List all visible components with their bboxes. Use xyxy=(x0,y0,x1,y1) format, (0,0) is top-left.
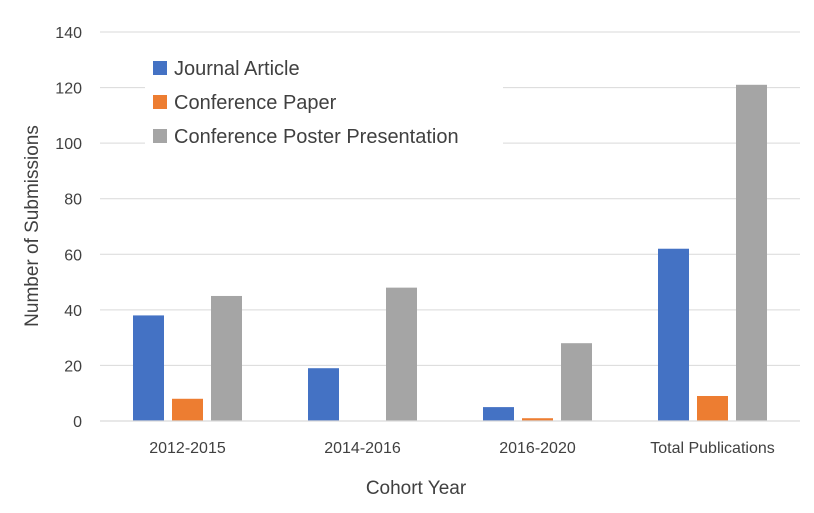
y-tick-label: 20 xyxy=(64,358,82,375)
y-tick-label: 40 xyxy=(64,303,82,320)
legend-swatch xyxy=(153,129,167,143)
bar-journal-article xyxy=(133,315,164,421)
y-tick-labels: 0 20 40 60 80 100 120 140 xyxy=(55,25,82,431)
y-tick-label: 140 xyxy=(55,25,82,42)
bar-conference-paper xyxy=(172,398,203,421)
legend-swatch xyxy=(153,95,167,109)
y-tick-label: 0 xyxy=(73,414,82,431)
bar-journal-article xyxy=(308,368,339,421)
legend-background xyxy=(145,50,503,158)
bar-conference-paper xyxy=(697,395,728,421)
y-tick-label: 60 xyxy=(64,247,82,264)
legend-label: Journal Article xyxy=(174,58,300,80)
bar-conference-poster-presentation xyxy=(211,295,242,421)
y-axis-title: Number of Submissions xyxy=(22,125,43,327)
legend-label: Conference Paper xyxy=(174,92,337,114)
bars xyxy=(133,84,767,422)
bar-journal-article xyxy=(483,407,514,421)
y-tick-label: 120 xyxy=(55,81,82,98)
bar-journal-article xyxy=(658,248,689,421)
x-tick-label: 2016-2020 xyxy=(499,440,576,457)
bar-conference-poster-presentation xyxy=(561,343,592,421)
bar-conference-poster-presentation xyxy=(386,287,417,421)
x-tick-label: 2014-2016 xyxy=(324,440,401,457)
x-tick-label: Total Publications xyxy=(650,440,775,457)
x-axis-title: Cohort Year xyxy=(366,478,467,499)
legend-swatch xyxy=(153,61,167,75)
x-tick-labels: 2012-2015 2014-2016 2016-2020 Total Publica… xyxy=(149,440,775,457)
y-tick-label: 80 xyxy=(64,192,82,209)
x-tick-label: 2012-2015 xyxy=(149,440,226,457)
bar-conference-paper xyxy=(522,418,553,421)
y-tick-label: 100 xyxy=(55,136,82,153)
bar-conference-poster-presentation xyxy=(736,84,767,422)
legend: Journal Article Conference Paper Conferenc… xyxy=(145,50,503,158)
legend-label: Conference Poster Presentation xyxy=(174,126,459,148)
